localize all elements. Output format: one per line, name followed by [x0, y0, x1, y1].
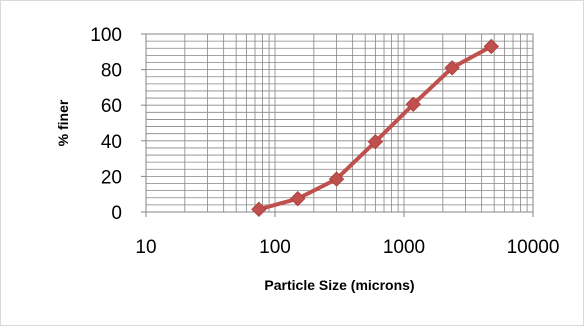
y-tick-label: 60 — [101, 96, 122, 117]
y-tick-label: 100 — [90, 25, 122, 46]
y-tick-label: 0 — [111, 203, 122, 224]
y-axis-ticks: 0 20 40 60 80 100 — [90, 25, 146, 224]
y-tick-label: 80 — [101, 61, 122, 82]
x-tick-label: 100 — [259, 237, 291, 258]
series-group — [251, 38, 500, 218]
y-tick-label: 20 — [101, 167, 122, 188]
plot-area-border — [145, 33, 534, 213]
x-tick-label: 10 — [135, 237, 156, 258]
x-axis-ticks: 10 100 1000 10000 — [135, 212, 559, 258]
data-point-marker — [444, 60, 460, 76]
grid-lines — [145, 33, 533, 213]
data-point-marker — [328, 171, 345, 187]
y-axis-title: % finer — [55, 99, 71, 146]
y-tick-label: 40 — [101, 132, 122, 153]
x-axis-title: Particle Size (microns) — [264, 277, 414, 293]
x-tick-label: 10000 — [507, 237, 560, 258]
data-point-marker — [251, 201, 267, 218]
data-point-marker — [483, 38, 500, 55]
data-point-marker — [405, 96, 421, 113]
x-tick-label: 1000 — [383, 237, 425, 258]
data-point-marker — [290, 190, 306, 207]
data-point-marker — [367, 133, 384, 150]
